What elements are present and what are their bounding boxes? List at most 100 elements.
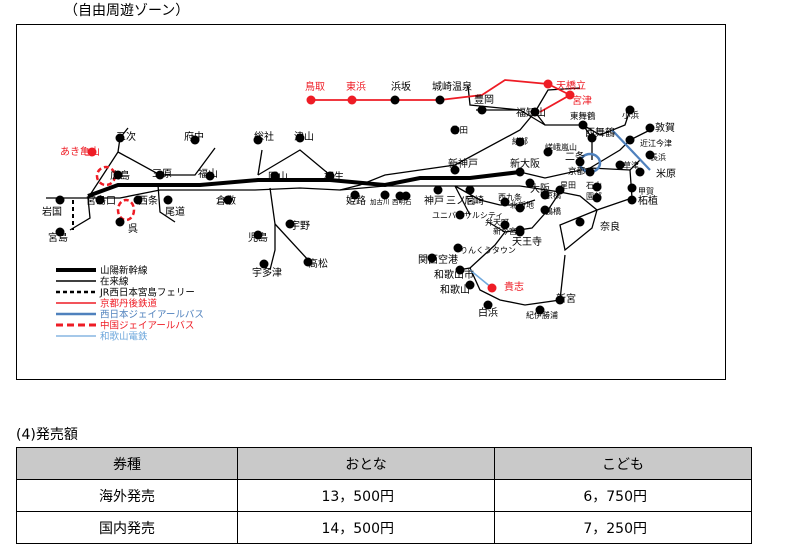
station-label-sagano: 嵯峨嵐山 — [545, 142, 577, 152]
station-label-higashimaizuru: 東舞鶴 — [570, 111, 596, 122]
station-dot-amagasaki — [465, 185, 475, 195]
station-label-hamasaka: 浜坂 — [391, 81, 411, 93]
station-label-kansai_airport: 関西空港 — [418, 253, 458, 266]
station-dot-usj — [455, 210, 465, 220]
station-dot-tsuge — [627, 195, 637, 205]
station-label-nagahama: 長浜 — [650, 152, 666, 162]
station-dot-takamatsu — [303, 257, 313, 267]
legend-label-lightblue-line: 和歌山電鉄 — [100, 331, 148, 343]
station-dot-kusatsu — [615, 160, 625, 170]
station-label-mihara: 三原 — [152, 168, 172, 180]
station-label-kozuka: 甲賀 — [638, 186, 654, 196]
station-label-kojima: 児島 — [248, 231, 268, 244]
station-label-sannomiya: 三ノ宮 — [446, 194, 476, 207]
station-label-kyoto: 京都 — [568, 166, 586, 177]
ticket-type-cell: 海外発売 — [16, 479, 238, 512]
station-label-shinimamiya: 新今宮 — [493, 226, 517, 236]
station-label-higashihama: 東浜 — [346, 80, 366, 93]
station-dot-fukuyama — [205, 171, 215, 181]
station-dot-takeda — [450, 125, 460, 135]
legend-label-ferry: JR西日本宮島フェリー — [99, 287, 195, 299]
fare-table-header-row: 券種 おとな こども — [16, 447, 752, 480]
station-dot-higashimaizuru — [578, 120, 588, 130]
adult-fare-cell: 14，500円 — [237, 511, 495, 544]
header-ticket-type: 券種 — [16, 447, 238, 480]
station-label-kitashinchi: 北新地 — [510, 200, 534, 210]
station-label-amagasaki: 尼崎 — [464, 194, 484, 207]
station-dot-toyooka — [477, 105, 487, 115]
station-label-tsuruhashi: 鶴橋 — [545, 206, 561, 216]
fare-table: 券種 おとな こども 海外発売 13，500円 6，750円 国内発売 14，5… — [16, 447, 752, 544]
station-dot-amanohashidate — [543, 79, 553, 89]
station-label-nishiakashi: 西明石 — [392, 198, 412, 206]
station-dot-kishi — [487, 283, 497, 293]
station-dot-uno — [285, 219, 295, 229]
station-label-kurashiki: 倉敷 — [216, 194, 236, 207]
child-fare-cell: 6，750円 — [494, 479, 752, 512]
zone-title: （自由周遊ゾーン） — [64, 3, 190, 19]
station-label-takeda: 竹田 — [451, 125, 468, 136]
station-dot-sannomiya — [433, 185, 443, 195]
station-dot-wakayamashi — [455, 265, 465, 275]
station-label-tsuge: 柘植 — [638, 194, 658, 207]
station-label-kinosaki: 城崎温泉 — [432, 80, 472, 93]
station-label-osaka: 大阪 — [530, 182, 550, 195]
station-label-tsuyama: 津山 — [294, 131, 314, 143]
station-label-fukuchiyama: 福知山 — [516, 106, 546, 119]
station-dot-onomichi — [163, 195, 173, 205]
station-label-kusatsu: 草津 — [623, 160, 639, 170]
header-child: こども — [494, 447, 752, 480]
station-dot-rinku — [453, 243, 463, 253]
station-label-kiiKatsuura: 紀伊勝浦 — [526, 310, 558, 320]
station-label-soja: 総社 — [254, 130, 274, 143]
station-label-miyajimaguchi: 宮島口 — [86, 194, 116, 207]
station-dot-kozuka — [627, 183, 637, 193]
station-dot-kurashiki — [223, 195, 233, 205]
station-label-ayabe: 綾部 — [512, 136, 528, 146]
station-dot-sonobe — [592, 193, 602, 203]
station-label-sonobe: 園部 — [586, 191, 602, 201]
station-label-hoshida: 星田 — [560, 181, 576, 190]
table-row: 国内発売 14，500円 7，250円 — [16, 511, 752, 544]
station-dot-tottori — [306, 95, 316, 105]
station-dot-ayabe — [515, 137, 525, 147]
station-label-akikameyama: あき亀山 — [60, 145, 100, 158]
station-dot-kiiKatsuura — [535, 305, 545, 315]
station-dot-himeji — [350, 190, 360, 200]
station-dot-kojima — [253, 230, 263, 240]
station-dot-shirahama — [483, 300, 493, 310]
station-dot-kure — [115, 217, 125, 227]
station-label-shinkobe: 新神戸 — [448, 157, 478, 170]
station-dot-osaka — [525, 178, 535, 188]
legend-label-red-line: 京都丹後鉄道 — [100, 298, 158, 310]
station-dot-omiimazu — [625, 135, 635, 145]
station-dot-bentencho — [500, 220, 510, 230]
station-dot-obama — [625, 105, 635, 115]
station-label-usj: ユニバーサルシティ — [432, 211, 503, 220]
station-dot-kyobashi — [540, 190, 550, 200]
station-label-hiroshima: 広島 — [110, 169, 130, 182]
station-label-miyazu: 宮津 — [572, 94, 592, 107]
station-dot-shinosaka — [515, 167, 525, 177]
station-dot-saijo — [133, 195, 143, 205]
table-row: 海外発売 13，500円 6，750円 — [16, 479, 752, 512]
station-markers — [55, 79, 655, 315]
station-label-miyajima: 宮島 — [48, 231, 68, 244]
station-label-himeji: 姫路 — [346, 194, 366, 207]
station-label-nishikujo: 西九条 — [498, 192, 522, 202]
station-dot-nagahama — [645, 150, 655, 160]
station-dot-shinimamiya — [515, 225, 525, 235]
station-dot-wakayama — [465, 280, 475, 290]
kyoto-tango-railway-line — [310, 79, 572, 113]
station-label-tottori: 鳥取 — [305, 80, 325, 93]
station-label-kure: 呉 — [128, 223, 138, 235]
station-dot-iwakuni — [55, 195, 65, 205]
station-label-kyobashi: 京橋 — [545, 190, 561, 200]
station-dot-nara — [575, 217, 585, 227]
station-label-fuchu: 府中 — [184, 130, 204, 143]
station-label-iwakuni: 岩国 — [42, 205, 62, 218]
station-label-fukuyama: 福山 — [198, 167, 218, 180]
station-label-shinosaka: 新大阪 — [510, 157, 540, 170]
legend-label-conventional: 在来線 — [100, 276, 129, 288]
legend-label-blue-line: 西日本ジェイアールバス — [100, 309, 204, 321]
